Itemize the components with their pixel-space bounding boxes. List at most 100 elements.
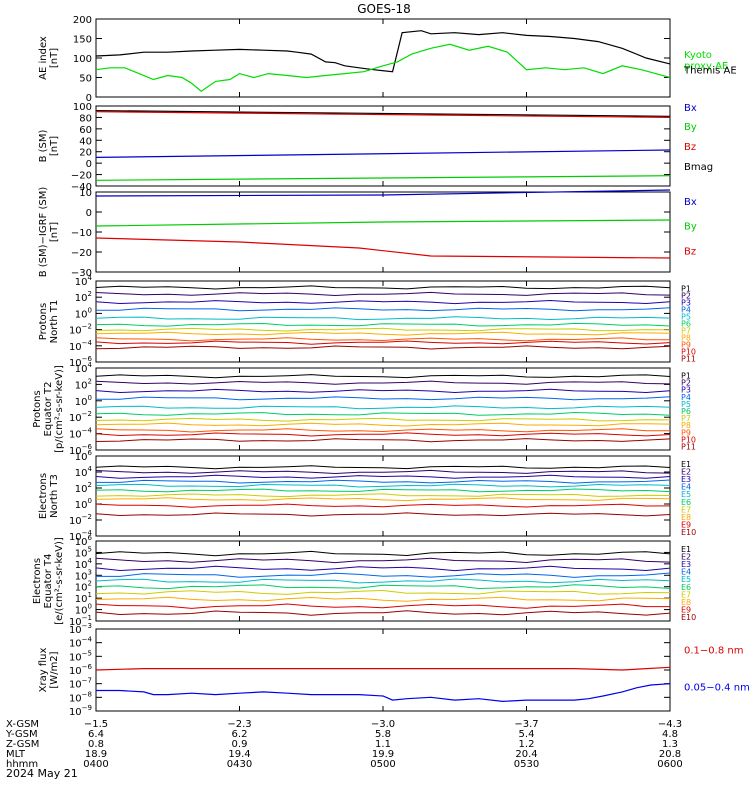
y-tick-label: 102 <box>75 290 92 304</box>
y-tick-label: 100 <box>75 497 92 511</box>
y-tick-label: 10−7 <box>69 677 92 691</box>
y-axis-label: [nT] <box>49 222 60 242</box>
y-tick-label: −40 <box>71 182 92 193</box>
y-tick-label: −10 <box>71 228 92 239</box>
channel-label-e9: E9 <box>681 521 691 530</box>
x-tick-value: 5.4 <box>519 729 535 740</box>
y-axis-label: B (SM) <box>38 129 49 162</box>
x-tick-value: 6.4 <box>88 729 104 740</box>
legend-label: Bx <box>684 103 697 114</box>
channel-label-e5: E5 <box>681 490 691 499</box>
y-tick-label: 0 <box>86 93 92 104</box>
x-tick-value: 1.2 <box>519 739 535 750</box>
channel-line <box>95 493 671 498</box>
y-tick-label: 104 <box>75 274 93 288</box>
channel-line <box>95 411 671 416</box>
y-tick-label: 10−3 <box>69 622 92 636</box>
channel-label-e3: E3 <box>681 560 691 569</box>
legend-label: 0.05−0.4 nm <box>684 683 750 694</box>
x-tick-value: −1.5 <box>84 719 108 730</box>
channel-line <box>95 483 671 488</box>
series-line <box>95 175 671 181</box>
y-axis-label: Equator T2 <box>43 382 54 437</box>
channel-line <box>96 572 671 578</box>
channel-label-e4: E4 <box>681 483 691 492</box>
channel-line <box>95 417 671 422</box>
channel-line <box>95 610 671 616</box>
y-axis-label: [nT] <box>49 48 60 68</box>
series-line <box>95 219 671 227</box>
channel-label-e1: E1 <box>681 545 691 554</box>
channel-line <box>95 465 671 470</box>
channel-line <box>95 589 671 595</box>
legend-label: 0.1−0.8 nm <box>684 646 743 657</box>
channel-line <box>95 438 671 443</box>
channel-line <box>95 497 671 502</box>
y-axis-label: [e/(cm²-s-sr-keV)] <box>54 537 65 625</box>
channel-label-p10: P10 <box>681 348 696 357</box>
channel-line <box>95 565 671 572</box>
channel-label-p4: P4 <box>681 393 691 402</box>
y-tick-label: 102 <box>75 377 92 391</box>
series-line <box>95 666 671 671</box>
x-tick-value: 5.8 <box>375 729 391 740</box>
channel-label-p6: P6 <box>681 407 691 416</box>
chart-title: GOES-18 <box>357 2 411 16</box>
channel-label-e1: E1 <box>681 460 691 469</box>
channel-label-e2: E2 <box>681 552 691 561</box>
y-tick-label: 10−8 <box>69 690 92 704</box>
channel-label-p1: P1 <box>681 372 691 381</box>
x-row-label: hhmm <box>6 759 38 770</box>
y-tick-label: 10−2 <box>69 323 92 337</box>
panel-xray: 10−910−810−710−610−510−410−3 Xray flux [W/… <box>38 622 750 718</box>
channel-line <box>95 596 671 602</box>
channel-label-p5: P5 <box>681 313 691 322</box>
legend-label: Bmag <box>684 162 713 173</box>
panel-bsmigrf: −30 −20 −10 0 10 B (SM)−IGRF (SM) [nT] Bx By Bz <box>38 187 697 279</box>
x-row-label: Z-GSM <box>6 739 39 750</box>
channel-label-e9: E9 <box>681 606 691 615</box>
y-tick-label: 10−4 <box>69 427 93 441</box>
channel-line <box>95 488 671 493</box>
channel-label-p8: P8 <box>681 421 691 430</box>
channel-label-e6: E6 <box>681 498 691 507</box>
series-line <box>95 237 671 259</box>
panel-frame <box>95 191 671 273</box>
series-line <box>95 30 671 73</box>
legend-label: Bx <box>684 197 697 208</box>
channel-line <box>95 374 671 379</box>
y-tick-label: 106 <box>75 449 93 463</box>
x-tick-value: −3.0 <box>371 719 395 730</box>
x-tick-value: 20.4 <box>515 749 537 760</box>
channel-label-p2: P2 <box>681 379 691 388</box>
channel-line <box>96 307 671 312</box>
channel-line <box>95 428 670 433</box>
y-axis-label: North T3 <box>49 474 60 518</box>
panel-frame <box>95 367 671 451</box>
series-line <box>95 110 671 117</box>
channel-line <box>95 603 670 609</box>
channel-line <box>95 388 671 394</box>
y-axis-label: Xray flux <box>38 648 49 693</box>
y-tick-label: 20 <box>79 148 92 159</box>
legend-label: Bz <box>684 142 696 153</box>
channel-label-p7: P7 <box>681 414 691 423</box>
channel-label-p10: P10 <box>681 435 696 444</box>
channel-line <box>95 285 671 290</box>
y-axis-label: Equator T4 <box>43 554 54 609</box>
legend-label: Themis AE <box>683 66 737 77</box>
y-axis-label: AE index <box>38 36 49 80</box>
x-tick-value: 19.9 <box>372 749 394 760</box>
channel-label-e7: E7 <box>681 505 691 514</box>
x-row-label: Y-GSM <box>5 729 38 740</box>
y-tick-label: −20 <box>71 171 92 182</box>
x-row-label: MLT <box>6 749 26 760</box>
channel-line <box>95 474 671 479</box>
channel-line <box>95 340 671 345</box>
channel-line <box>95 291 671 297</box>
